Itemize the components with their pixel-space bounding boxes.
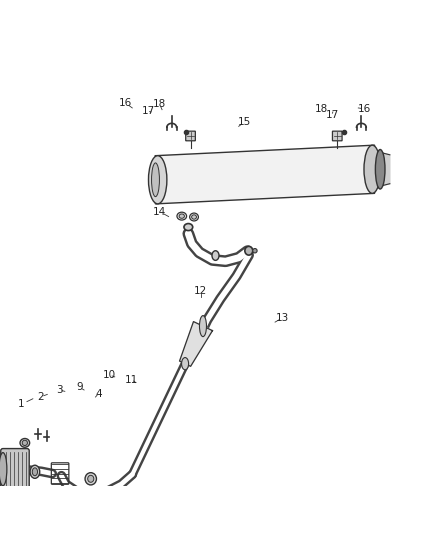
Text: 2: 2 bbox=[37, 392, 44, 402]
Ellipse shape bbox=[22, 440, 28, 446]
Text: 12: 12 bbox=[194, 286, 207, 296]
Text: 1: 1 bbox=[18, 399, 25, 409]
Text: 17: 17 bbox=[141, 107, 155, 116]
FancyBboxPatch shape bbox=[1, 449, 29, 490]
Text: 13: 13 bbox=[276, 313, 289, 323]
Ellipse shape bbox=[245, 246, 253, 255]
Ellipse shape bbox=[20, 439, 30, 447]
Text: 3: 3 bbox=[56, 385, 63, 395]
Ellipse shape bbox=[30, 465, 40, 478]
Ellipse shape bbox=[182, 358, 189, 370]
Polygon shape bbox=[374, 151, 390, 188]
Ellipse shape bbox=[148, 156, 167, 204]
Text: 16: 16 bbox=[358, 104, 371, 114]
Text: 16: 16 bbox=[119, 98, 132, 108]
Ellipse shape bbox=[192, 215, 196, 219]
Polygon shape bbox=[155, 145, 374, 204]
Text: 15: 15 bbox=[238, 117, 251, 127]
Ellipse shape bbox=[88, 475, 94, 482]
Text: 4: 4 bbox=[95, 389, 102, 399]
FancyBboxPatch shape bbox=[186, 131, 195, 141]
Ellipse shape bbox=[179, 214, 184, 219]
Text: 14: 14 bbox=[153, 207, 166, 217]
Ellipse shape bbox=[199, 316, 206, 337]
Ellipse shape bbox=[184, 223, 193, 231]
Text: 17: 17 bbox=[325, 109, 339, 119]
Polygon shape bbox=[180, 321, 212, 366]
FancyBboxPatch shape bbox=[332, 131, 342, 141]
Ellipse shape bbox=[212, 251, 219, 260]
Text: 18: 18 bbox=[153, 99, 166, 109]
Ellipse shape bbox=[253, 248, 257, 253]
Ellipse shape bbox=[190, 213, 198, 221]
Ellipse shape bbox=[364, 145, 381, 193]
Ellipse shape bbox=[177, 212, 187, 220]
Ellipse shape bbox=[375, 150, 385, 189]
Ellipse shape bbox=[0, 453, 7, 486]
Ellipse shape bbox=[152, 163, 159, 197]
Text: 11: 11 bbox=[125, 375, 138, 384]
Text: 10: 10 bbox=[103, 370, 116, 380]
Ellipse shape bbox=[32, 468, 38, 476]
Ellipse shape bbox=[85, 473, 96, 485]
Text: 18: 18 bbox=[314, 104, 328, 114]
Text: 9: 9 bbox=[76, 382, 83, 392]
